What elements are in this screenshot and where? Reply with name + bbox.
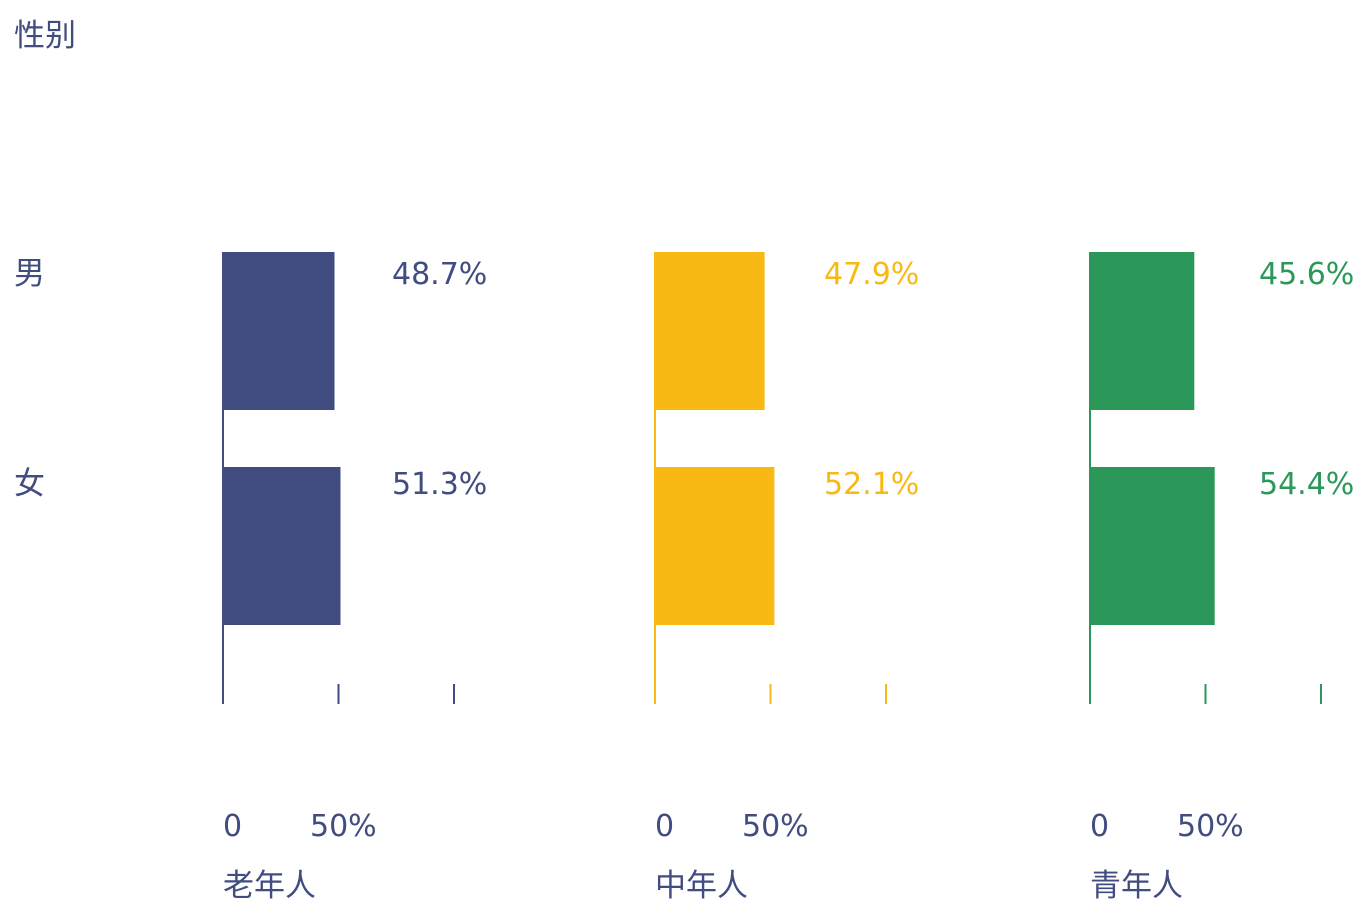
tick-label-fifty-1: 50% bbox=[742, 809, 809, 844]
category-label-male: 男 bbox=[14, 256, 45, 292]
tick-label-zero-0: 0 bbox=[223, 809, 242, 844]
value-label-0-1: 51.3% bbox=[392, 467, 487, 502]
bar-2-1 bbox=[1089, 467, 1215, 625]
tick-label-zero-2: 0 bbox=[1090, 809, 1109, 844]
tick-label-zero-1: 0 bbox=[655, 809, 674, 844]
value-label-1-1: 52.1% bbox=[824, 467, 919, 502]
value-label-0-0: 48.7% bbox=[392, 257, 487, 292]
value-label-2-0: 45.6% bbox=[1259, 257, 1354, 292]
bar-0-0 bbox=[222, 252, 335, 410]
bar-0-1 bbox=[222, 467, 341, 625]
bar-1-1 bbox=[654, 467, 775, 625]
category-label-female: 女 bbox=[14, 466, 45, 502]
tick-label-fifty-2: 50% bbox=[1177, 809, 1244, 844]
value-label-1-0: 47.9% bbox=[824, 257, 919, 292]
tick-label-fifty-0: 50% bbox=[310, 809, 377, 844]
chart-title: 性别 bbox=[14, 18, 76, 54]
group-label-0: 老年人 bbox=[223, 868, 316, 904]
value-label-2-1: 54.4% bbox=[1259, 467, 1354, 502]
group-label-1: 中年人 bbox=[655, 868, 748, 904]
bar-1-0 bbox=[654, 252, 765, 410]
bar-2-0 bbox=[1089, 252, 1195, 410]
group-label-2: 青年人 bbox=[1090, 868, 1183, 904]
